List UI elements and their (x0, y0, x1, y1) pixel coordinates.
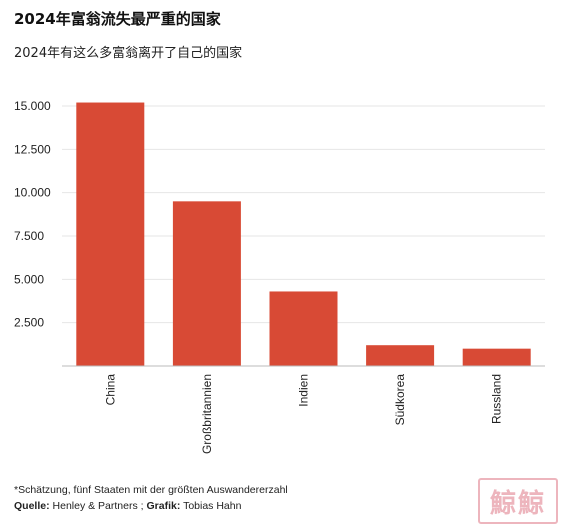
source-separator: ; (140, 500, 144, 512)
source-line: Quelle: Henley & Partners ; Grafik: Tobi… (14, 500, 241, 512)
x-category-label: Indien (297, 374, 311, 407)
bar (462, 348, 531, 366)
y-tick-label: 7.500 (14, 229, 44, 243)
watermark-stamp: 鯨鯨 (478, 478, 558, 524)
bar (269, 291, 338, 366)
x-category-label: Südkorea (393, 374, 407, 426)
bar (76, 102, 145, 367)
y-tick-label: 10.000 (14, 186, 51, 200)
x-category-label: Großbritannien (200, 374, 214, 454)
x-category-label: China (103, 374, 117, 406)
graphic-value: Tobias Hahn (183, 500, 242, 512)
bar (366, 345, 435, 366)
y-tick-label: 12.500 (14, 142, 51, 156)
stamp-text: 鯨鯨 (489, 488, 546, 519)
y-tick-label: 15.000 (14, 99, 51, 113)
y-tick-label: 5.000 (14, 272, 44, 286)
chart-subtitle: 2024年有这么多富翁离开了自己的国家 (14, 46, 243, 61)
y-tick-label: 2.500 (14, 316, 44, 330)
graphic-label: Grafik: (146, 500, 181, 512)
source-value: Henley & Partners (52, 500, 138, 512)
x-category-label: Russland (490, 374, 504, 424)
chart-title: 2024年富翁流失最严重的国家 (14, 10, 221, 28)
source-label: Quelle: (14, 500, 50, 512)
footnote: *Schätzung, fünf Staaten mit der größten… (14, 484, 288, 496)
bar-chart: 2.500 5.000 7.500 10.000 12.500 15.000 China Gr… (14, 99, 545, 454)
bar (172, 201, 241, 366)
